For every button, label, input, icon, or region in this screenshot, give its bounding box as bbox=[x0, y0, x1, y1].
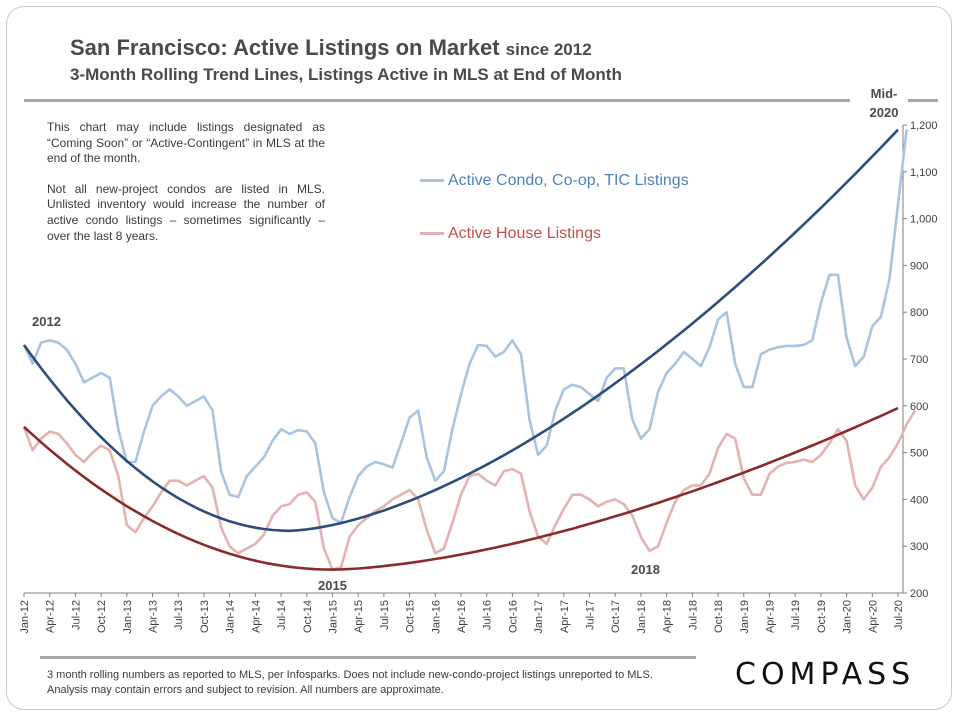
y-tick-label: 900 bbox=[910, 260, 928, 272]
note-paragraph-2: Not all new-project condos are listed in… bbox=[47, 181, 325, 243]
compass-logo: COMPASS bbox=[735, 657, 916, 692]
legend-house-swatch bbox=[420, 232, 444, 236]
legend-house-label: Active House Listings bbox=[448, 225, 601, 242]
x-tick-label: Jan-19 bbox=[739, 600, 751, 634]
x-tick-label: Oct-13 bbox=[199, 600, 211, 633]
x-tick-label: Oct-15 bbox=[405, 600, 417, 633]
x-tick-label: Jul-14 bbox=[276, 600, 288, 630]
legend-house: Active House Listings bbox=[420, 225, 601, 243]
x-tick-label: Jan-15 bbox=[327, 600, 339, 634]
x-tick-label: Oct-14 bbox=[302, 600, 314, 633]
trend-line-0 bbox=[22, 128, 899, 533]
x-tick-label: Jan-20 bbox=[842, 600, 854, 634]
x-tick-label: Oct-19 bbox=[816, 600, 828, 633]
x-tick-label: Apr-13 bbox=[148, 600, 160, 633]
y-tick-label: 400 bbox=[910, 494, 928, 506]
chart-title: San Francisco: Active Listings on Market… bbox=[70, 35, 592, 60]
x-tick-label: Apr-20 bbox=[867, 600, 879, 633]
series-line-1 bbox=[22, 409, 917, 571]
x-tick-label: Oct-16 bbox=[507, 600, 519, 633]
title-suffix: since 2012 bbox=[505, 40, 592, 59]
x-tick-label: Jan-14 bbox=[225, 600, 237, 634]
x-tick-label: Jul-18 bbox=[687, 600, 699, 630]
chart-axes: 200 300 400 500 600 700 800 900 1,000 1,100 1,200 J… bbox=[19, 120, 938, 634]
chart-lines bbox=[22, 128, 917, 571]
x-tick-label: Apr-12 bbox=[45, 600, 57, 633]
chart-notes: This chart may include listings designat… bbox=[47, 120, 325, 259]
series-line-0 bbox=[22, 129, 908, 525]
annotation-2018: 2018 bbox=[631, 562, 660, 577]
y-tick-label: 1,200 bbox=[910, 120, 938, 132]
x-tick-label: Jul-12 bbox=[70, 600, 82, 630]
x-tick-label: Oct-12 bbox=[96, 600, 108, 633]
x-tick-label: Jul-19 bbox=[790, 600, 802, 630]
footer-note: 3 month rolling numbers as reported to M… bbox=[47, 669, 653, 696]
note-paragraph-1: This chart may include listings designat… bbox=[47, 120, 325, 166]
x-tick-label: Apr-17 bbox=[559, 600, 571, 633]
header-rule bbox=[24, 99, 850, 102]
legend-condo-label: Active Condo, Co-op, TIC Listings bbox=[448, 172, 689, 189]
y-tick-label: 1,100 bbox=[910, 167, 938, 179]
y-tick-label: 700 bbox=[910, 354, 928, 366]
x-tick-label: Oct-17 bbox=[610, 600, 622, 633]
legend-condo: Active Condo, Co-op, TIC Listings bbox=[420, 172, 689, 190]
x-tick-label: Jan-17 bbox=[533, 600, 545, 634]
x-tick-label: Jul-13 bbox=[173, 600, 185, 630]
x-tick-label: Apr-19 bbox=[764, 600, 776, 633]
x-tick-label: Jan-16 bbox=[430, 600, 442, 634]
legend-condo-swatch bbox=[420, 179, 444, 183]
x-tick-label: Oct-18 bbox=[713, 600, 725, 633]
x-tick-label: Jan-18 bbox=[636, 600, 648, 634]
x-tick-label: Apr-14 bbox=[250, 600, 262, 633]
trend-line-1 bbox=[23, 406, 899, 571]
y-tick-label: 200 bbox=[910, 588, 928, 600]
x-tick-label: Apr-16 bbox=[456, 600, 468, 633]
y-tick-label: 300 bbox=[910, 541, 928, 553]
y-tick-label: 500 bbox=[910, 448, 928, 460]
y-tick-label: 800 bbox=[910, 307, 928, 319]
y-tick-label: 600 bbox=[910, 401, 928, 413]
chart-subtitle: 3-Month Rolling Trend Lines, Listings Ac… bbox=[70, 65, 622, 84]
header-rule-right bbox=[908, 99, 938, 102]
annotation-mid-2020: Mid-2020 bbox=[869, 86, 899, 120]
x-tick-label: Jul-17 bbox=[585, 600, 597, 630]
x-tick-label: Jul-15 bbox=[379, 600, 391, 630]
x-tick-label: Jan-12 bbox=[19, 600, 31, 634]
x-tick-label: Jul-16 bbox=[482, 600, 494, 630]
x-tick-label: Jan-13 bbox=[122, 600, 134, 634]
annotation-2015: 2015 bbox=[318, 578, 347, 593]
footer-rule bbox=[40, 656, 696, 659]
y-tick-label: 1,000 bbox=[910, 214, 938, 226]
x-tick-label: Apr-15 bbox=[353, 600, 365, 633]
x-tick-label: Jul-20 bbox=[893, 600, 905, 630]
annotation-2012: 2012 bbox=[32, 314, 61, 329]
x-tick-label: Apr-18 bbox=[662, 600, 674, 633]
